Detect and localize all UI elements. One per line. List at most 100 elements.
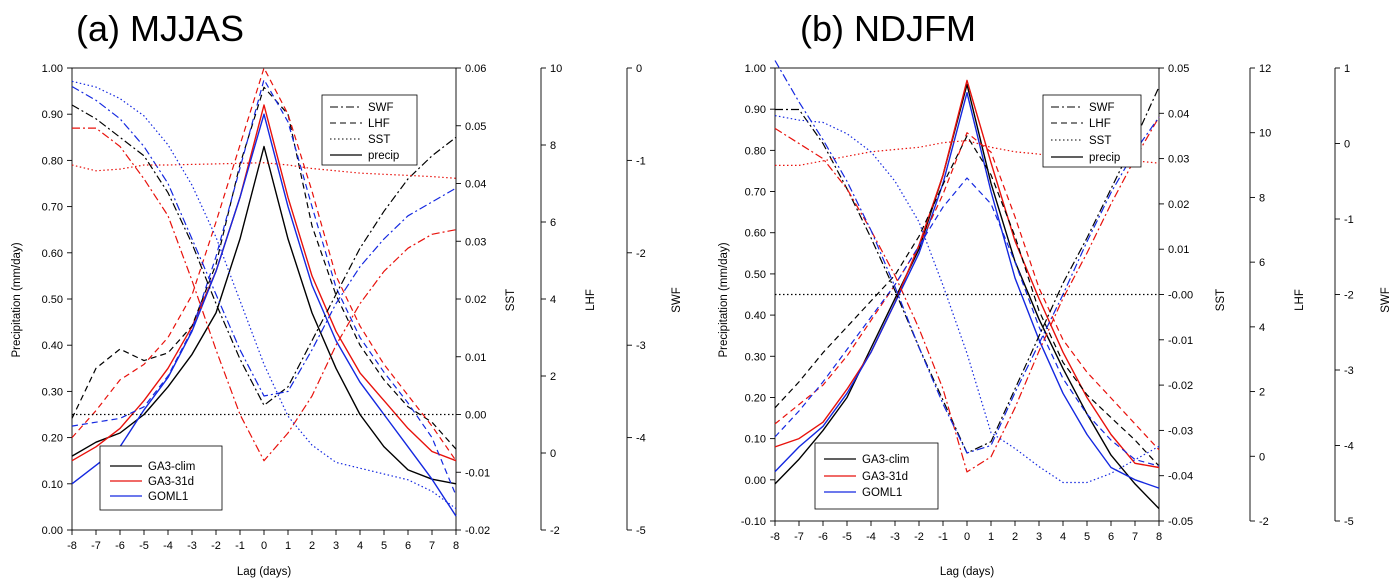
x-tick-label: -8 — [67, 540, 77, 552]
sst-tick-label: 0.06 — [465, 63, 486, 75]
series-ga3-31d-lhf — [774, 132, 1160, 451]
precip-tick-label: 0.40 — [42, 340, 63, 352]
x-tick-label: 8 — [1156, 531, 1162, 543]
legend-label-sst: SST — [368, 134, 390, 146]
series-ga3-clim-lhf — [774, 135, 1160, 467]
precip-tick-label: 0.50 — [42, 294, 63, 306]
lhf-axis: -2 0 2 4 6 8 10 — [540, 63, 562, 537]
x-tick-label: 7 — [1132, 531, 1138, 543]
precip-axis: 0.00 0.10 0.20 0.30 0.40 0.50 0.60 0.70 0.80 0.90… — [42, 63, 72, 537]
swf-tick-label: -4 — [636, 433, 646, 445]
variable-legend: SWF LHF SST precip — [1042, 94, 1142, 168]
swf-tick-label: -5 — [1344, 516, 1354, 528]
series-ga3-clim-lhf — [71, 86, 457, 450]
panel-a: (a) MJJAS Lag (days) Precipitation (mm/d… — [11, 8, 683, 578]
lhf-tick-label: 12 — [1259, 63, 1271, 75]
legend-label-lhf: LHF — [1089, 118, 1111, 130]
x-tick-label: -3 — [187, 540, 197, 552]
x-tick-label: 2 — [1012, 531, 1018, 543]
x-tick-label: -7 — [91, 540, 101, 552]
swf-tick-label: -3 — [1344, 365, 1354, 377]
precip-tick-label: 0.70 — [745, 187, 766, 199]
sst-tick-label: 0.03 — [1168, 154, 1189, 166]
precip-tick-label: 0.60 — [42, 248, 63, 260]
x-tick-label: -6 — [115, 540, 125, 552]
sst-tick-label: 0.01 — [1168, 244, 1189, 256]
precip-tick-label: 0.80 — [42, 155, 63, 167]
precip-tick-label: 0.70 — [42, 202, 63, 214]
x-tick-label: 8 — [453, 540, 459, 552]
precip-tick-label: 0.30 — [42, 386, 63, 398]
series-ga3-clim-swf — [71, 104, 457, 406]
legend-label-goml1: GOML1 — [148, 491, 188, 503]
legend-label-goml1: GOML1 — [862, 487, 902, 499]
series-ga3-31d-sst — [71, 162, 457, 179]
sst-tick-label: -0.02 — [465, 525, 490, 537]
lhf-tick-label: 4 — [550, 294, 556, 306]
lhf-axis-label: LHF — [1294, 289, 1306, 311]
legend-label-swf: SWF — [368, 102, 394, 114]
x-tick-label: 6 — [405, 540, 411, 552]
legend-label-ga3-31d: GA3-31d — [862, 471, 908, 483]
sst-tick-label: -0.02 — [1168, 380, 1193, 392]
legend-label-lhf: LHF — [368, 118, 390, 130]
swf-tick-label: -1 — [636, 155, 646, 167]
sst-tick-label: -0.01 — [465, 467, 490, 479]
model-legend: GA3-clim GA3-31d GOML1 — [814, 442, 939, 510]
lhf-tick-label: -2 — [550, 525, 560, 537]
x-axis: -8 -7 -6 -5 -4 -3 -2 -1 0 1 2 3 4 5 6 7 8 — [67, 530, 459, 552]
lhf-tick-label: 0 — [550, 448, 556, 460]
lhf-tick-label: 2 — [1259, 387, 1265, 399]
sst-tick-label: -0.04 — [1168, 471, 1193, 483]
lhf-tick-label: -2 — [1259, 516, 1269, 528]
x-tick-label: 6 — [1108, 531, 1114, 543]
precip-tick-label: 0.50 — [745, 269, 766, 281]
precip-tick-label: 0.90 — [42, 109, 63, 121]
series-ga3-31d-precip — [774, 79, 1160, 469]
lhf-tick-label: 6 — [550, 217, 556, 229]
series-ga3-31d-swf — [72, 127, 457, 462]
sst-tick-label: 0.04 — [465, 179, 486, 191]
precip-tick-label: 0.10 — [745, 434, 766, 446]
sst-tick-label: 0.02 — [1168, 199, 1189, 211]
variable-legend: SWF LHF SST precip — [321, 94, 418, 166]
sst-axis-label: SST — [1215, 289, 1227, 311]
swf-axis: -5 -4 -3 -2 -1 0 — [626, 63, 646, 537]
series-ga3-31d-precip — [71, 104, 457, 462]
precip-tick-label: 0.30 — [745, 351, 766, 363]
x-tick-label: -5 — [842, 531, 852, 543]
swf-axis-label: SWF — [671, 287, 683, 313]
x-tick-label: -6 — [818, 531, 828, 543]
x-tick-label: 3 — [333, 540, 339, 552]
panel-title: (b) NDJFM — [800, 8, 976, 49]
precip-tick-label: -0.10 — [741, 516, 766, 528]
x-tick-label: -4 — [866, 531, 876, 543]
sst-tick-label: 0.00 — [465, 410, 486, 422]
model-legend-box — [99, 445, 223, 511]
legend-label-ga3-31d: GA3-31d — [148, 476, 194, 488]
precip-tick-label: 0.40 — [745, 310, 766, 322]
precip-tick-label: 0.60 — [745, 228, 766, 240]
x-tick-label: -4 — [163, 540, 173, 552]
series-goml1-sst — [71, 80, 457, 510]
series-ga3-31d-swf — [774, 116, 1160, 473]
x-tick-label: 4 — [1060, 531, 1066, 543]
sst-axis-label: SST — [505, 289, 517, 311]
series-goml1-swf — [71, 85, 457, 397]
x-axis-label: Lag (days) — [940, 566, 995, 578]
x-tick-label: 1 — [988, 531, 994, 543]
x-tick-label: 5 — [381, 540, 387, 552]
sst-tick-label: -0.05 — [1168, 516, 1193, 528]
precip-tick-label: 0.00 — [745, 475, 766, 487]
lhf-tick-label: 8 — [550, 140, 556, 152]
sst-tick-label: -0.00 — [1168, 290, 1193, 302]
x-tick-label: 5 — [1084, 531, 1090, 543]
lhf-tick-label: 4 — [1259, 322, 1265, 334]
precip-axis-label: Precipitation (mm/day) — [718, 242, 730, 357]
swf-axis: -5 -4 -3 -2 -1 0 1 — [1334, 63, 1354, 528]
x-tick-label: 2 — [309, 540, 315, 552]
lhf-axis-label: LHF — [585, 289, 597, 311]
legend-label-precip: precip — [1089, 152, 1120, 164]
lhf-tick-label: 8 — [1259, 192, 1265, 204]
